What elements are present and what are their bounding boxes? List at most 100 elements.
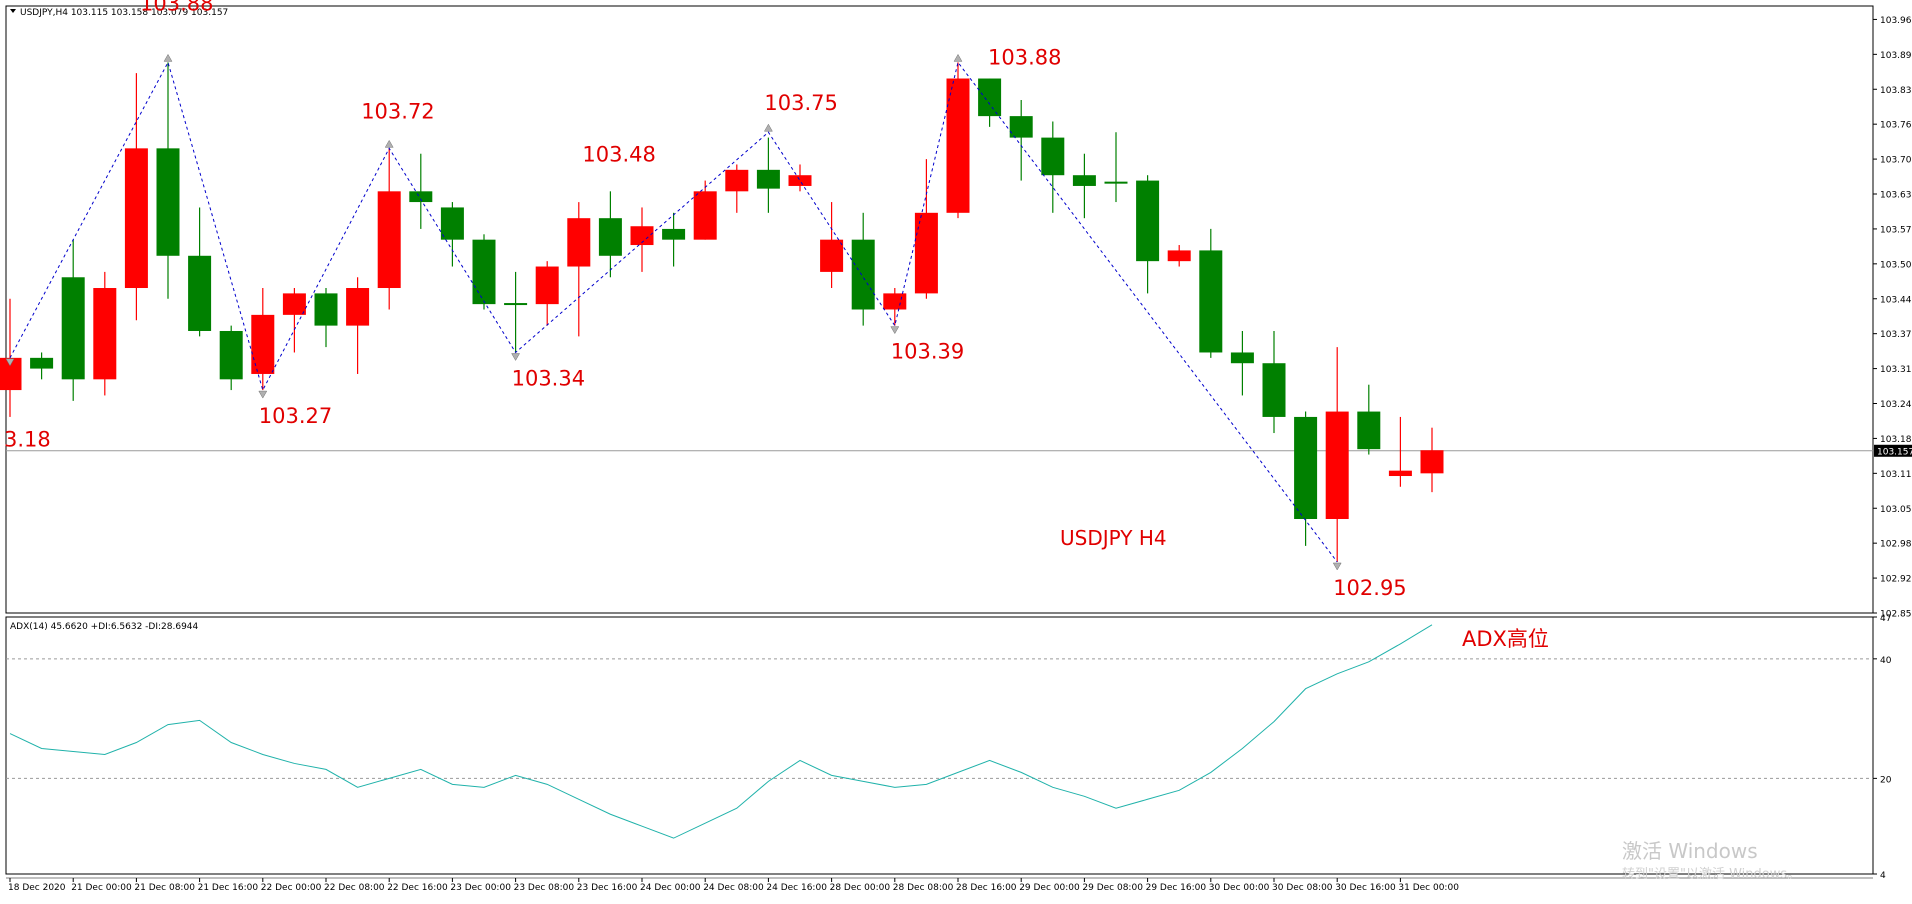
candle-body <box>440 207 464 240</box>
price-axis-label: 103.830 <box>1880 86 1912 96</box>
candle-body <box>156 148 180 256</box>
price-axis-label: 102.920 <box>1880 575 1912 585</box>
zigzag-arrow-icon <box>258 390 268 399</box>
x-axis-label: 31 Dec 00:00 <box>1398 883 1459 893</box>
candle-body <box>1230 352 1254 364</box>
candle-body <box>883 293 907 310</box>
price-axis-label: 102.985 <box>1880 540 1912 550</box>
price-axis-label: 103.895 <box>1880 51 1912 61</box>
candle-body <box>251 314 275 374</box>
candle-body <box>946 78 970 213</box>
candle-body <box>188 255 212 331</box>
price-axis-label: 103.505 <box>1880 260 1912 270</box>
x-axis-label: 21 Dec 16:00 <box>198 883 259 893</box>
price-axis-label: 103.050 <box>1880 505 1912 515</box>
price-axis-label: 103.440 <box>1880 295 1912 305</box>
candle-body <box>535 266 559 305</box>
candle-body <box>314 293 338 326</box>
zigzag-arrow-icon <box>953 53 963 62</box>
candle-body <box>725 169 749 192</box>
x-axis-label: 29 Dec 00:00 <box>1019 883 1080 893</box>
price-axis-label: 103.310 <box>1880 365 1912 375</box>
candle-body <box>851 239 875 310</box>
candle-body <box>1072 175 1096 186</box>
x-axis-label: 24 Dec 00:00 <box>640 883 701 893</box>
current-price-label: 103.157 <box>1877 447 1912 457</box>
x-axis-label: 23 Dec 08:00 <box>514 883 575 893</box>
candle-body <box>1104 181 1128 184</box>
zigzag-arrow-icon <box>890 326 900 335</box>
candle-body <box>219 330 243 380</box>
price-pane-frame <box>5 5 1874 614</box>
candle-body <box>1388 470 1412 477</box>
x-axis-label: 24 Dec 08:00 <box>703 883 764 893</box>
adx-axis-label: 40 <box>1880 656 1892 666</box>
candle-body <box>662 228 686 240</box>
candle-body <box>409 191 433 203</box>
adx-pane-frame <box>5 616 1874 875</box>
x-axis-label: 28 Dec 08:00 <box>893 883 954 893</box>
price-axis-label: 103.765 <box>1880 121 1912 131</box>
price-annotation: 3.18 <box>4 427 51 451</box>
x-axis-label: 22 Dec 08:00 <box>324 883 385 893</box>
candle-body <box>1357 411 1381 450</box>
chart-header-info: USDJPY,H4 103.115 103.158 103.079 103.15… <box>20 8 228 18</box>
price-axis-label: 103.115 <box>1880 470 1912 480</box>
candle-body <box>598 218 622 256</box>
zigzag-arrow-icon <box>763 123 773 132</box>
price-annotation: 103.72 <box>361 99 434 123</box>
candle-body <box>61 277 85 380</box>
price-annotation: 103.88 <box>988 45 1061 69</box>
price-annotation: 103.39 <box>891 340 964 364</box>
zigzag-arrow-icon <box>163 53 173 62</box>
current-price-box <box>1874 444 1912 457</box>
x-axis-label: 21 Dec 08:00 <box>134 883 195 893</box>
price-axis-label: 103.375 <box>1880 330 1912 340</box>
windows-watermark-subtitle: 转到"设置"以激活 Windows。 <box>1622 867 1800 882</box>
zigzag-arrow-icon <box>384 139 394 148</box>
candle-body <box>788 175 812 186</box>
zigzag-line <box>9 61 1338 563</box>
price-axis-label: 103.180 <box>1880 435 1912 445</box>
adx-axis-label: 4 <box>1880 871 1886 881</box>
price-annotation: 103.27 <box>259 404 332 428</box>
x-axis-label: 22 Dec 16:00 <box>387 883 448 893</box>
adx-annotation: ADX高位 <box>1462 627 1549 651</box>
x-axis-label: 21 Dec 00:00 <box>71 883 132 893</box>
x-axis-label: 28 Dec 00:00 <box>830 883 891 893</box>
x-axis-label: 23 Dec 00:00 <box>450 883 511 893</box>
x-axis-label: 22 Dec 00:00 <box>261 883 322 893</box>
adx-header-info: ADX(14) 45.6620 +DI:6.5632 -DI:28.6944 <box>10 622 199 632</box>
price-axis-label: 103.635 <box>1880 191 1912 201</box>
x-axis-label: 29 Dec 08:00 <box>1082 883 1143 893</box>
candle-body <box>1041 137 1065 176</box>
price-annotation: 103.48 <box>582 142 655 166</box>
price-axis-label: 103.700 <box>1880 156 1912 166</box>
x-axis-label: 30 Dec 08:00 <box>1272 883 1333 893</box>
price-annotation: 103.88 <box>140 0 213 15</box>
candle-body <box>567 218 591 267</box>
candle-body <box>1009 116 1033 138</box>
zigzag-arrow-icon <box>1332 562 1342 571</box>
candle-body <box>820 239 844 272</box>
candle-body <box>30 357 54 369</box>
candle-body <box>0 357 22 391</box>
candle-body <box>472 239 496 305</box>
price-axis-label: 103.245 <box>1880 400 1912 410</box>
candle-body <box>93 288 117 380</box>
price-axis-label: 103.570 <box>1880 225 1912 235</box>
candle-body <box>124 148 148 289</box>
x-axis-label: 18 Dec 2020 <box>8 883 66 893</box>
candle-body <box>346 288 370 326</box>
price-annotation: 103.75 <box>764 91 837 115</box>
zigzag-arrow-icon <box>511 353 521 361</box>
candle-body <box>693 191 717 240</box>
candle-body <box>1167 250 1191 262</box>
candle-body <box>1294 416 1318 519</box>
x-axis-label: 24 Dec 16:00 <box>766 883 827 893</box>
candle-body <box>282 293 306 315</box>
candle-body <box>1420 450 1444 474</box>
candle-body <box>1262 363 1286 417</box>
